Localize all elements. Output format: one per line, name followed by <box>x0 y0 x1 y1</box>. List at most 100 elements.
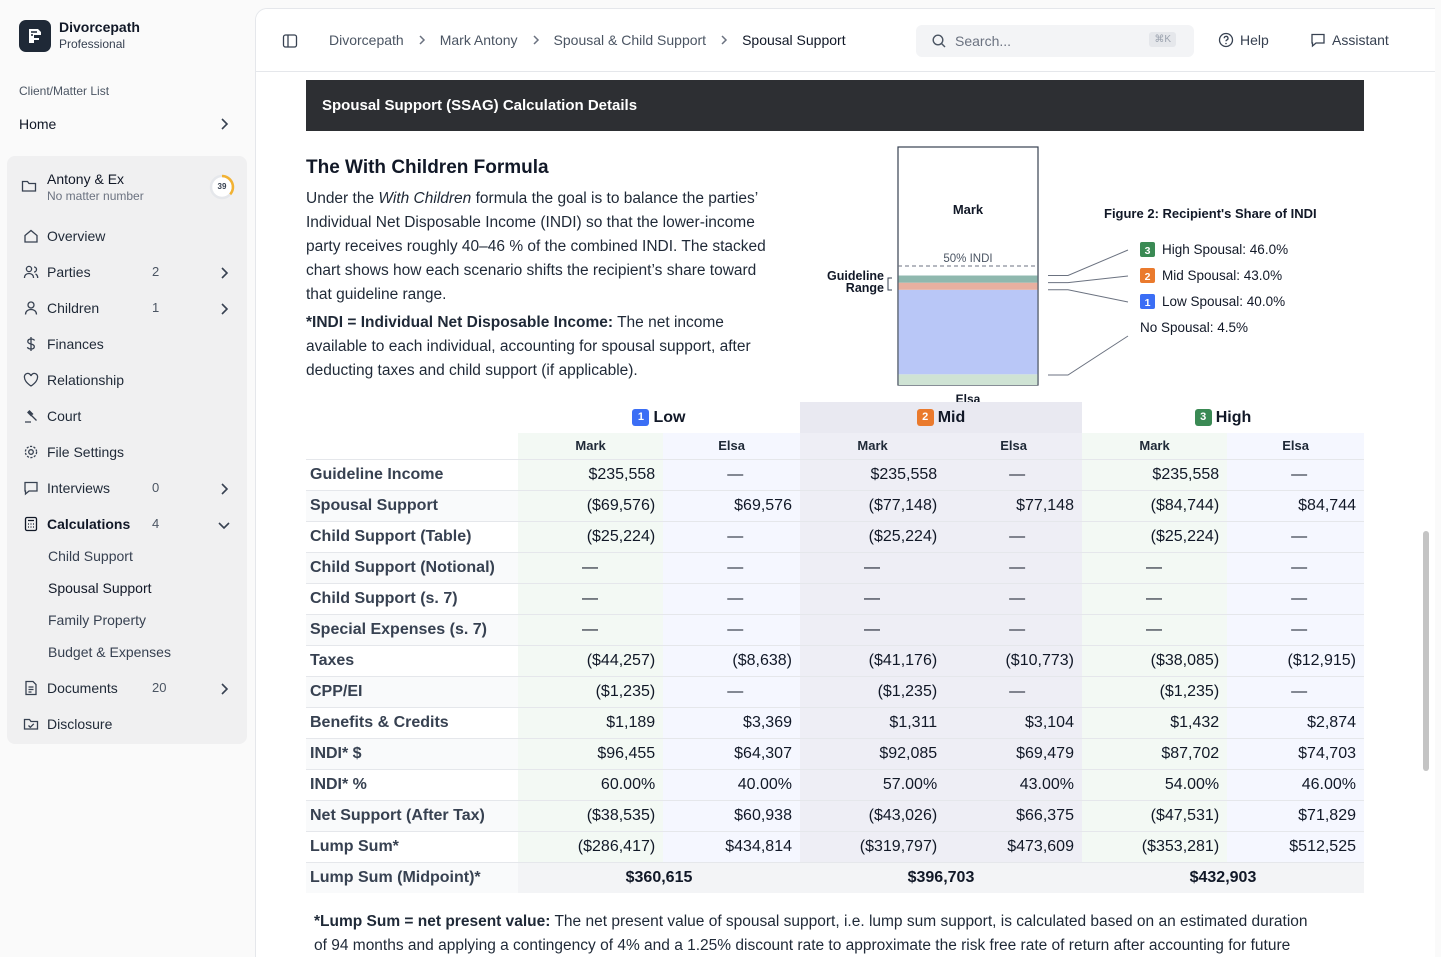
folder-check-icon <box>23 718 39 730</box>
assistant-button[interactable]: Assistant <box>1310 32 1389 48</box>
table-cell: $71,829 <box>1227 800 1364 831</box>
table-cell: — <box>945 521 1082 552</box>
sidebar-subitem-budget-expenses[interactable]: Budget & Expenses <box>48 644 171 660</box>
sidebar-item-overview[interactable]: Overview <box>7 220 247 252</box>
guideline-range-label-2: Range <box>846 281 884 295</box>
row-label: Guideline Income <box>310 465 444 483</box>
sidebar-toggle-icon[interactable] <box>282 33 298 49</box>
bar-segment-mid-spousal <box>898 282 1038 290</box>
table-cell: ($25,224) <box>518 521 664 552</box>
sidebar-subitem-child-support[interactable]: Child Support <box>48 548 133 564</box>
row-label: Taxes <box>310 651 355 669</box>
client-header[interactable]: Antony & Ex No matter number 39 <box>21 171 235 205</box>
table-cell: — <box>663 614 800 645</box>
row-label: Lump Sum* <box>310 837 399 855</box>
table-cell: ($12,915) <box>1227 645 1364 676</box>
table-row: Lump Sum* ($286,417) $434,814 ($319,797) $47… <box>306 831 1364 862</box>
users-icon <box>23 265 39 279</box>
table-cell: $1,189 <box>518 707 664 738</box>
sidebar-item-disclosure[interactable]: Disclosure <box>7 708 247 740</box>
breadcrumb-item[interactable]: Mark Antony <box>439 32 518 48</box>
table-cell: 40.00% <box>663 769 800 800</box>
sidebar-item-count: 1 <box>152 300 160 315</box>
scenario-badge: 1 <box>632 408 650 426</box>
gavel-icon <box>25 410 37 423</box>
table-cell: $96,455 <box>518 738 664 769</box>
search-input[interactable]: Search... ⌘K <box>916 25 1194 57</box>
help-button[interactable]: Help <box>1218 32 1269 48</box>
row-label: Child Support (Notional) <box>306 552 518 583</box>
message-icon <box>24 481 38 496</box>
sidebar-item-finances[interactable]: Finances <box>7 328 247 360</box>
sidebar-item-parties[interactable]: Parties 2 <box>7 256 247 288</box>
sidebar-item-calculations[interactable]: Calculations 4 <box>7 508 247 540</box>
folder-icon <box>21 180 37 192</box>
section-header: Spousal Support (SSAG) Calculation Detai… <box>306 80 1364 131</box>
search-shortcut: ⌘K <box>1149 32 1176 47</box>
table-cell: $77,148 <box>945 490 1082 521</box>
sidebar-item-court[interactable]: Court <box>7 400 247 432</box>
breadcrumb-item[interactable]: Spousal & Child Support <box>553 32 707 48</box>
calculator-icon <box>24 516 38 532</box>
chevron-right-icon <box>533 35 539 45</box>
sidebar-item-label: Parties <box>47 264 91 280</box>
table-cell: 43.00% <box>945 769 1082 800</box>
user-icon <box>24 301 38 315</box>
table-cell: $2,874 <box>1227 707 1364 738</box>
sidebar-item-home[interactable]: Home <box>7 110 245 138</box>
table-cell: — <box>1227 614 1364 645</box>
sidebar-item-interviews[interactable]: Interviews 0 <box>7 472 247 504</box>
scrollbar[interactable] <box>1423 531 1429 771</box>
row-label: Benefits & Credits <box>310 713 449 731</box>
table-cell: $66,375 <box>945 800 1082 831</box>
breadcrumb: Divorcepath Mark Antony Spousal & Child … <box>329 32 846 48</box>
row-label: INDI* $ <box>306 738 518 769</box>
sidebar-subitem-family-property[interactable]: Family Property <box>48 612 147 628</box>
table-cell: — <box>1227 676 1364 707</box>
row-label: Net Support (After Tax) <box>306 800 518 831</box>
brand[interactable]: Divorcepath Professional <box>19 19 140 53</box>
sidebar-item-file-settings[interactable]: File Settings <box>7 436 247 468</box>
table-cell: $396,703 <box>799 862 1082 893</box>
sidebar-subitem-spousal-support[interactable]: Spousal Support <box>48 580 152 596</box>
completion-progress-ring: 39 <box>209 174 235 200</box>
row-label: Lump Sum (Midpoint)* <box>306 862 518 893</box>
help-label: Help <box>1240 32 1269 48</box>
table-corner <box>306 402 518 433</box>
table-cell: ($1,235) <box>799 676 946 707</box>
sidebar-item-label: Court <box>47 408 82 424</box>
table-cell: ($44,257) <box>518 645 664 676</box>
scenario-high-header: 3 High <box>1082 402 1364 433</box>
sidebar-item-label: Finances <box>47 336 104 352</box>
table-cell: $432,903 <box>1081 862 1364 893</box>
column-header-elsa: Elsa <box>663 433 800 459</box>
table-cell: $84,744 <box>1227 490 1364 521</box>
table-cell: $87,702 <box>1081 738 1228 769</box>
sidebar-item-label: File Settings <box>47 444 125 460</box>
sidebar-item-children[interactable]: Children 1 <box>7 292 247 324</box>
table-cell: — <box>518 583 664 614</box>
assistant-label: Assistant <box>1332 32 1389 48</box>
scenario-badge: 2 <box>916 408 934 426</box>
chevron-right-icon <box>721 35 728 45</box>
table-cell: 54.00% <box>1081 769 1228 800</box>
sidebar-item-count: 0 <box>152 480 160 495</box>
sidebar-item-label: Home <box>19 116 57 132</box>
table-cell: — <box>945 459 1082 490</box>
breadcrumb-item[interactable]: Divorcepath <box>329 32 404 48</box>
legend-badge <box>1140 268 1155 283</box>
help-circle-icon <box>1218 32 1234 48</box>
row-label: CPP/EI <box>306 676 518 707</box>
table-cell: $434,814 <box>663 831 800 862</box>
sidebar-item-relationship[interactable]: Relationship <box>7 364 247 396</box>
sidebar-item-documents[interactable]: Documents 20 <box>7 672 247 704</box>
row-label: Child Support (Table) <box>310 527 472 545</box>
table-cell: ($41,176) <box>799 645 946 676</box>
dollar-icon <box>26 337 36 351</box>
table-row: Taxes ($44,257) ($8,638) ($41,176) ($10,773)… <box>306 645 1364 676</box>
table-cell: — <box>799 552 946 583</box>
chart-top-label: Mark <box>953 202 984 217</box>
table-cell: ($319,797) <box>799 831 946 862</box>
client-matter-list-label: Client/Matter List <box>19 84 110 98</box>
table-row: CPP/EI ($1,235) — ($1,235) — ($1,235) — <box>306 676 1364 707</box>
